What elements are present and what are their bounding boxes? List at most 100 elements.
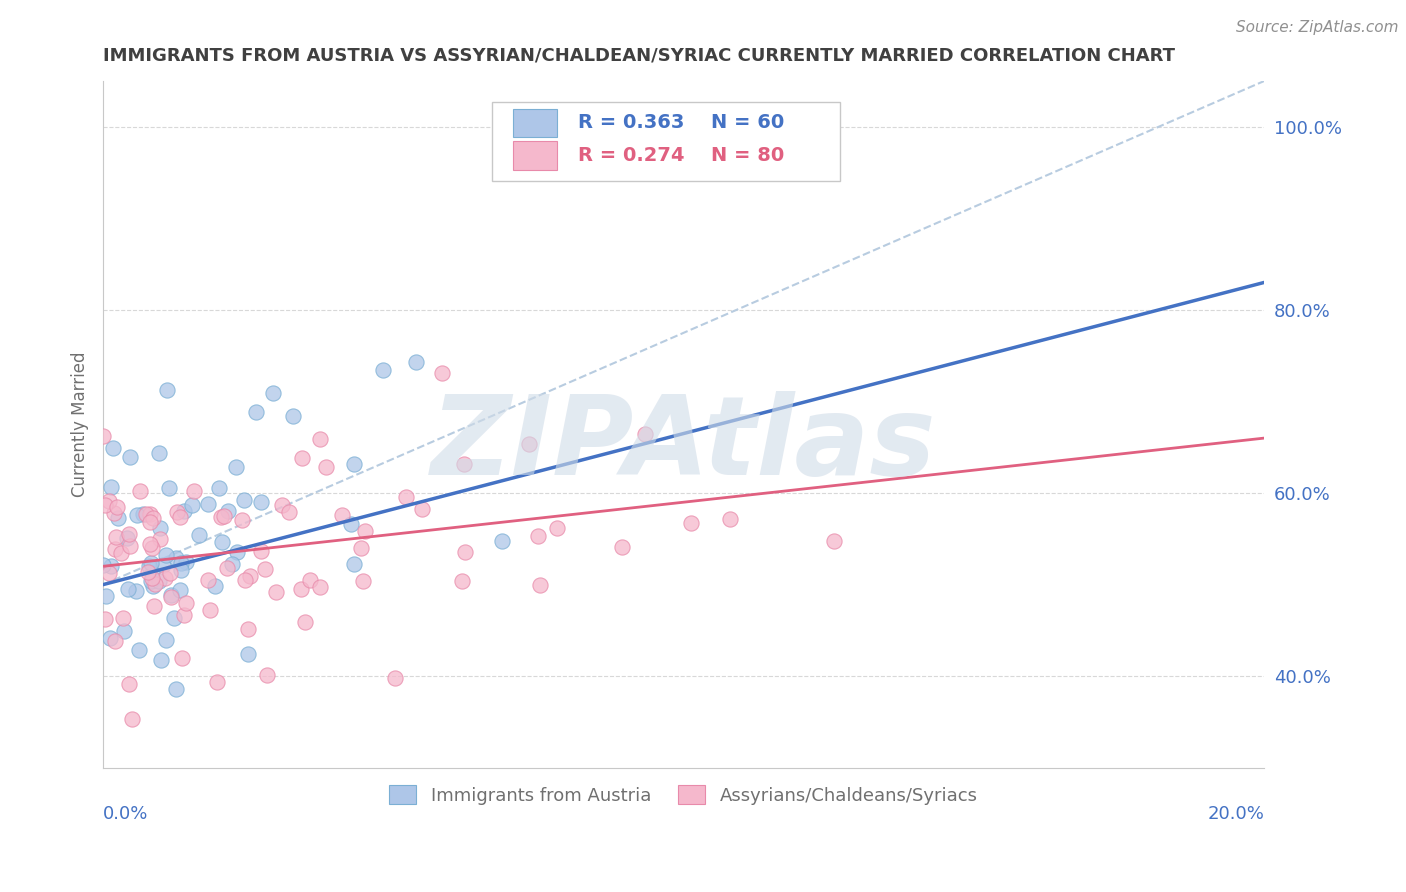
Point [450, 574, 472, 588]
Point [103, 441, 125, 455]
Point [165, 681, 187, 696]
Point [262, 386, 284, 401]
Point [98, 566, 121, 580]
Point [291, 451, 314, 466]
Point [217, 504, 239, 518]
Point [166, 504, 188, 518]
Point [139, 574, 162, 589]
Point [155, 632, 177, 647]
Point [430, 366, 453, 380]
Point [118, 677, 141, 691]
Point [120, 450, 142, 465]
Point [371, 363, 394, 377]
Point [139, 537, 162, 551]
Point [343, 458, 366, 472]
Point [204, 579, 226, 593]
Point [142, 579, 165, 593]
Point [93, 498, 115, 512]
Point [165, 550, 187, 565]
Point [173, 607, 195, 622]
Point [384, 671, 406, 685]
Point [170, 563, 193, 577]
Text: N = 60: N = 60 [711, 113, 785, 132]
Point [174, 556, 197, 570]
Point [517, 437, 540, 451]
Point [239, 569, 262, 583]
FancyBboxPatch shape [492, 102, 841, 180]
Point [231, 513, 253, 527]
Point [152, 558, 174, 572]
Point [245, 405, 267, 419]
Point [453, 457, 475, 471]
Y-axis label: Currently Married: Currently Married [72, 351, 89, 497]
Point [679, 516, 702, 531]
Point [491, 533, 513, 548]
Point [150, 653, 173, 667]
Point [94, 589, 117, 603]
Point [236, 622, 259, 636]
Point [156, 383, 179, 397]
Point [343, 558, 366, 572]
Point [153, 571, 176, 585]
Point [256, 667, 278, 681]
Point [117, 582, 139, 596]
Point [141, 566, 163, 581]
Point [141, 541, 163, 555]
Point [105, 530, 128, 544]
Point [169, 556, 191, 570]
Point [233, 492, 256, 507]
Point [270, 499, 292, 513]
Point [221, 557, 243, 571]
Point [141, 556, 163, 570]
Point [217, 561, 239, 575]
Point [148, 446, 170, 460]
Point [209, 509, 232, 524]
Point [110, 546, 132, 560]
Point [309, 432, 332, 446]
Point [129, 483, 152, 498]
Point [111, 611, 134, 625]
Point [169, 583, 191, 598]
Point [149, 521, 172, 535]
Point [454, 545, 477, 559]
Point [138, 558, 160, 573]
Point [197, 573, 219, 587]
Point [183, 483, 205, 498]
Point [125, 584, 148, 599]
Point [198, 603, 221, 617]
Point [405, 355, 427, 369]
Point [136, 566, 159, 580]
Point [352, 574, 374, 588]
Point [634, 427, 657, 442]
Point [315, 459, 337, 474]
Point [211, 534, 233, 549]
Point [309, 580, 332, 594]
Point [100, 480, 122, 494]
Point [131, 507, 153, 521]
Point [118, 527, 141, 541]
Point [100, 558, 122, 573]
Point [527, 529, 550, 543]
Point [112, 624, 135, 639]
Text: IMMIGRANTS FROM AUSTRIA VS ASSYRIAN/CHALDEAN/SYRIAC CURRENTLY MARRIED CORRELATIO: IMMIGRANTS FROM AUSTRIA VS ASSYRIAN/CHAL… [103, 46, 1175, 64]
Point [546, 521, 568, 535]
Point [226, 544, 249, 558]
Point [212, 508, 235, 523]
Point [249, 543, 271, 558]
Point [173, 504, 195, 518]
Point [181, 498, 204, 512]
FancyBboxPatch shape [513, 142, 557, 170]
Point [139, 515, 162, 529]
Text: 20.0%: 20.0% [1208, 805, 1264, 823]
Point [142, 599, 165, 613]
Point [141, 511, 163, 525]
Text: Source: ZipAtlas.com: Source: ZipAtlas.com [1236, 20, 1399, 35]
Point [107, 510, 129, 524]
Point [139, 507, 162, 521]
Point [208, 481, 231, 495]
Point [395, 490, 418, 504]
Point [354, 524, 377, 539]
Point [225, 459, 247, 474]
Point [91, 558, 114, 572]
Point [135, 508, 157, 522]
